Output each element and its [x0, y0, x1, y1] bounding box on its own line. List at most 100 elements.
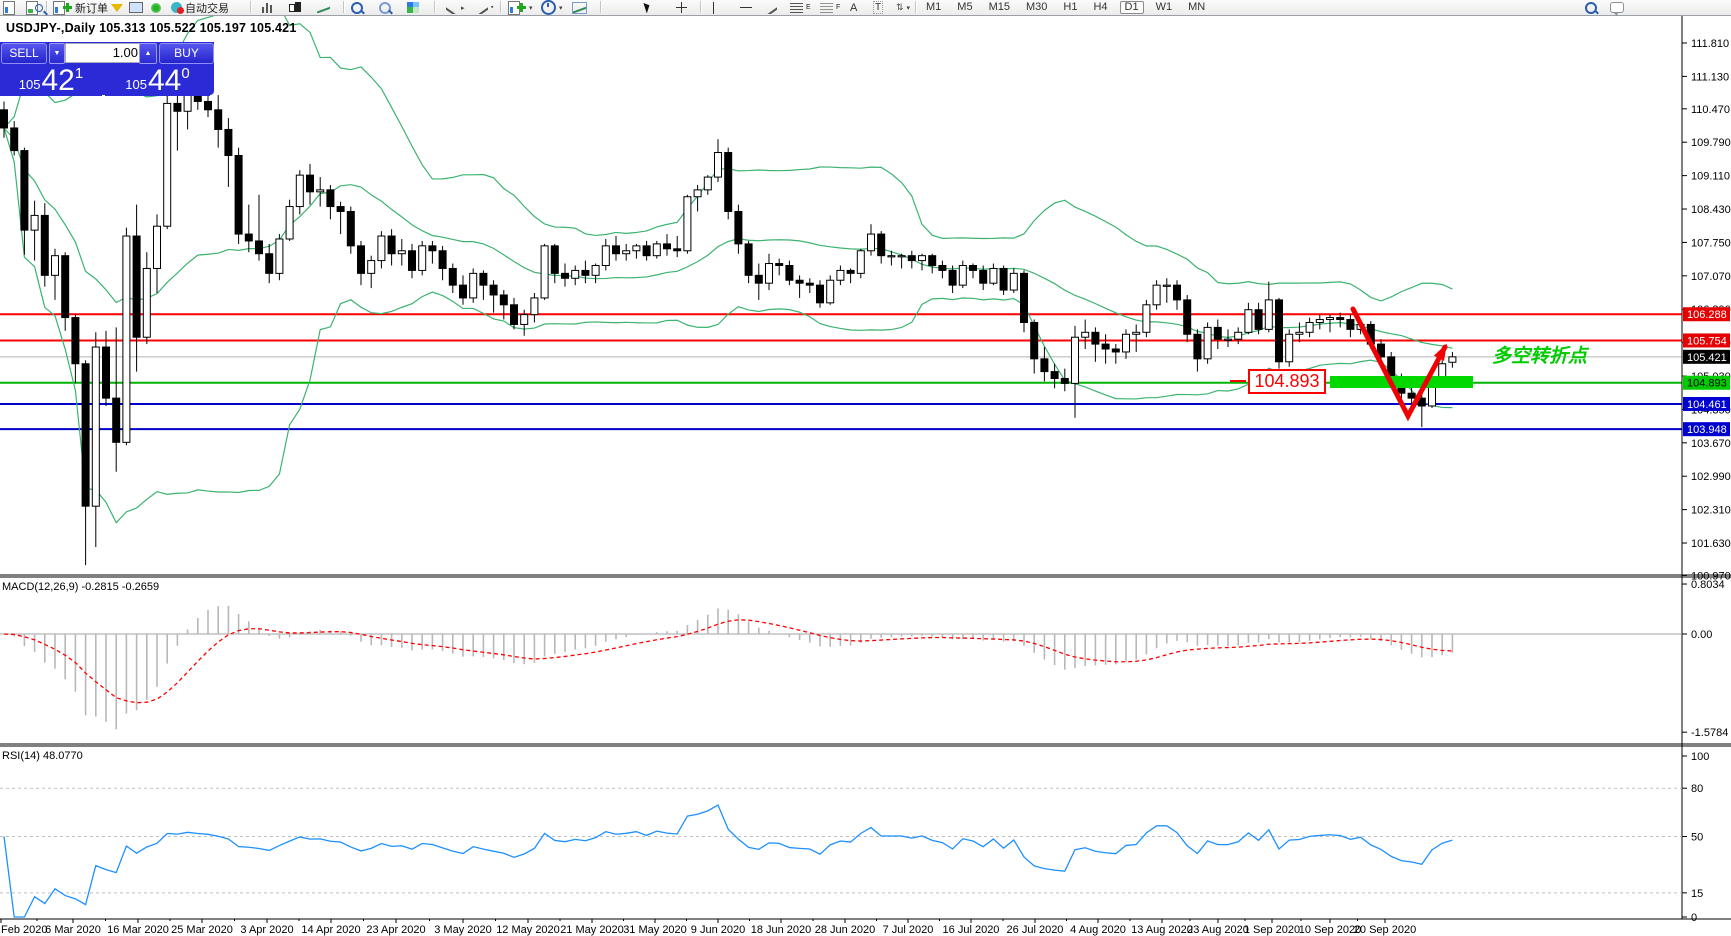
candlestick-series — [0, 47, 1457, 566]
new-order-label: 新订单 — [75, 2, 108, 15]
period-clock-icon[interactable]: ▾ — [541, 0, 563, 15]
svg-text:0.00: 0.00 — [1691, 629, 1712, 641]
price-badges: 106.288 105.754 105.421 104.893 104.461 103.9… — [1683, 307, 1730, 437]
svg-text:3 May 2020: 3 May 2020 — [434, 924, 491, 936]
green-highlight-zone — [1330, 376, 1473, 388]
sell-price-base: 105 — [18, 77, 41, 92]
price-axis: 111.810 111.130 110.470 109.790 109.110 108.4… — [1682, 38, 1731, 582]
horizontal-line-icon[interactable] — [740, 1, 752, 14]
timeframe-w1[interactable]: W1 — [1155, 1, 1173, 13]
text-a-icon[interactable]: A — [850, 1, 858, 14]
zoom-out-icon[interactable] — [379, 1, 391, 14]
sell-price-panel[interactable]: 105 42 1 — [0, 66, 102, 96]
svg-text:102.310: 102.310 — [1691, 505, 1731, 517]
timeframe-d1[interactable]: D1 — [1119, 1, 1144, 14]
volume-input[interactable]: 1.00 — [65, 43, 143, 63]
buy-price-pip: 0 — [181, 65, 190, 82]
timeframe-h1[interactable]: H1 — [1063, 1, 1078, 13]
timeframe-bar: M1 M5 M15 M30 H1 H4 D1 W1 MN — [922, 1, 1209, 14]
buy-price-base: 105 — [125, 77, 147, 92]
volume-down-button[interactable]: ▼ — [49, 43, 65, 64]
toolbar: 新订单 自动交易 ▸ ▪ ▾ ▾ E F A T ⇅ ▾ M1 M5 M15 M30 H1… — [0, 0, 1731, 16]
fibo-e-icon[interactable]: E — [790, 1, 811, 14]
one-click-trade-widget: SELL ▼ 1.00 ▲ BUY 105 42 1 105 44 0 — [0, 42, 214, 96]
rsi-label: RSI(14) 48.0770 — [2, 750, 83, 762]
auto-trade-button[interactable]: 自动交易 — [171, 1, 229, 15]
svg-text:15: 15 — [1691, 888, 1703, 900]
red-v-arrow — [1350, 306, 1448, 422]
timeframe-h4[interactable]: H4 — [1093, 1, 1108, 13]
svg-text:109.790: 109.790 — [1691, 137, 1731, 149]
signal-icon[interactable] — [151, 1, 161, 14]
svg-text:0: 0 — [1691, 912, 1697, 924]
vertical-line-icon[interactable] — [713, 1, 714, 14]
svg-text:-1.5784: -1.5784 — [1691, 727, 1728, 739]
zoom-in-icon[interactable] — [351, 1, 363, 14]
timeframe-mn[interactable]: MN — [1188, 1, 1206, 13]
svg-text:1 Sep 2020: 1 Sep 2020 — [1244, 924, 1300, 936]
buy-button[interactable]: BUY — [159, 43, 214, 64]
macd-label: MACD(12,26,9) -0.2815 -0.2659 — [2, 581, 159, 593]
svg-text:6 Mar 2020: 6 Mar 2020 — [45, 924, 101, 936]
svg-text:26 Jul 2020: 26 Jul 2020 — [1007, 924, 1064, 936]
svg-text:28 Jun 2020: 28 Jun 2020 — [815, 924, 876, 936]
search-icon[interactable] — [1585, 1, 1597, 14]
svg-text:0.8034: 0.8034 — [1691, 579, 1725, 591]
funnel-icon[interactable] — [111, 1, 123, 14]
text-label-icon[interactable]: T — [873, 1, 884, 14]
svg-text:25 Mar 2020: 25 Mar 2020 — [171, 924, 233, 936]
svg-text:104.461: 104.461 — [1687, 399, 1727, 411]
svg-text:105.754: 105.754 — [1687, 335, 1727, 347]
svg-text:104.893: 104.893 — [1687, 378, 1727, 390]
new-order-button[interactable]: 新订单 — [53, 0, 108, 15]
macd-histogram — [13, 605, 1454, 730]
chart-window-icon[interactable] — [3, 0, 15, 15]
svg-text:16 Jul 2020: 16 Jul 2020 — [943, 924, 1000, 936]
svg-text:16 Mar 2020: 16 Mar 2020 — [107, 924, 169, 936]
bollinger-lower — [3, 127, 1453, 524]
volume-up-button[interactable]: ▲ — [139, 43, 157, 64]
tile-windows-icon[interactable] — [407, 1, 419, 14]
svg-text:108.430: 108.430 — [1691, 204, 1731, 216]
timeframe-m15[interactable]: M15 — [988, 1, 1010, 13]
arrowhead — [1433, 343, 1447, 361]
fibo-f-icon[interactable]: F — [820, 1, 840, 14]
magnifier-doc-icon[interactable] — [26, 0, 43, 15]
svg-text:21 May 2020: 21 May 2020 — [560, 924, 624, 936]
timeframe-m1[interactable]: M1 — [926, 1, 942, 13]
svg-text:23 Aug 2020: 23 Aug 2020 — [1187, 924, 1249, 936]
timeframe-m30[interactable]: M30 — [1025, 1, 1048, 13]
svg-text:12 May 2020: 12 May 2020 — [496, 924, 560, 936]
template-icon[interactable] — [572, 1, 587, 14]
svg-text:111.810: 111.810 — [1691, 38, 1729, 50]
monitor-icon[interactable] — [129, 1, 143, 14]
arrows-icon[interactable]: ⇅ ▾ — [896, 2, 911, 12]
buy-price-big: 44 — [147, 64, 182, 97]
bar-chart-icon[interactable] — [261, 1, 273, 14]
buy-price-panel[interactable]: 105 44 0 — [105, 66, 210, 96]
shift-chart-icon[interactable]: ▸ — [446, 1, 465, 14]
shift-end-icon[interactable]: ▪ — [476, 1, 493, 14]
svg-text:110.470: 110.470 — [1691, 104, 1730, 116]
svg-text:10 Sep 2020: 10 Sep 2020 — [1299, 924, 1361, 936]
svg-text:20 Sep 2020: 20 Sep 2020 — [1354, 924, 1416, 936]
rsi-levels — [0, 787, 1682, 894]
macd-axis: 0.8034 0.00 -1.5784 — [1682, 579, 1728, 739]
svg-text:107.750: 107.750 — [1691, 237, 1731, 249]
price-label-leader — [1230, 380, 1246, 382]
candlestick-icon[interactable] — [289, 1, 301, 14]
sell-button[interactable]: SELL — [1, 43, 47, 64]
cursor-icon[interactable] — [643, 1, 652, 14]
add-indicator-icon[interactable]: ▾ — [508, 0, 533, 15]
turning-point-note[interactable]: 多空转折点 — [1492, 346, 1588, 367]
svg-text:13 Aug 2020: 13 Aug 2020 — [1131, 924, 1193, 936]
timeframe-m5[interactable]: M5 — [957, 1, 973, 13]
macd-signal-line — [3, 619, 1453, 704]
price-annotation-104893[interactable]: 104.893 — [1248, 369, 1326, 394]
chat-icon[interactable] — [1610, 1, 1624, 16]
crosshair-icon[interactable] — [676, 1, 687, 14]
svg-text:107.070: 107.070 — [1691, 271, 1731, 283]
trendline-icon[interactable] — [765, 1, 777, 14]
line-chart-icon[interactable] — [317, 1, 330, 14]
